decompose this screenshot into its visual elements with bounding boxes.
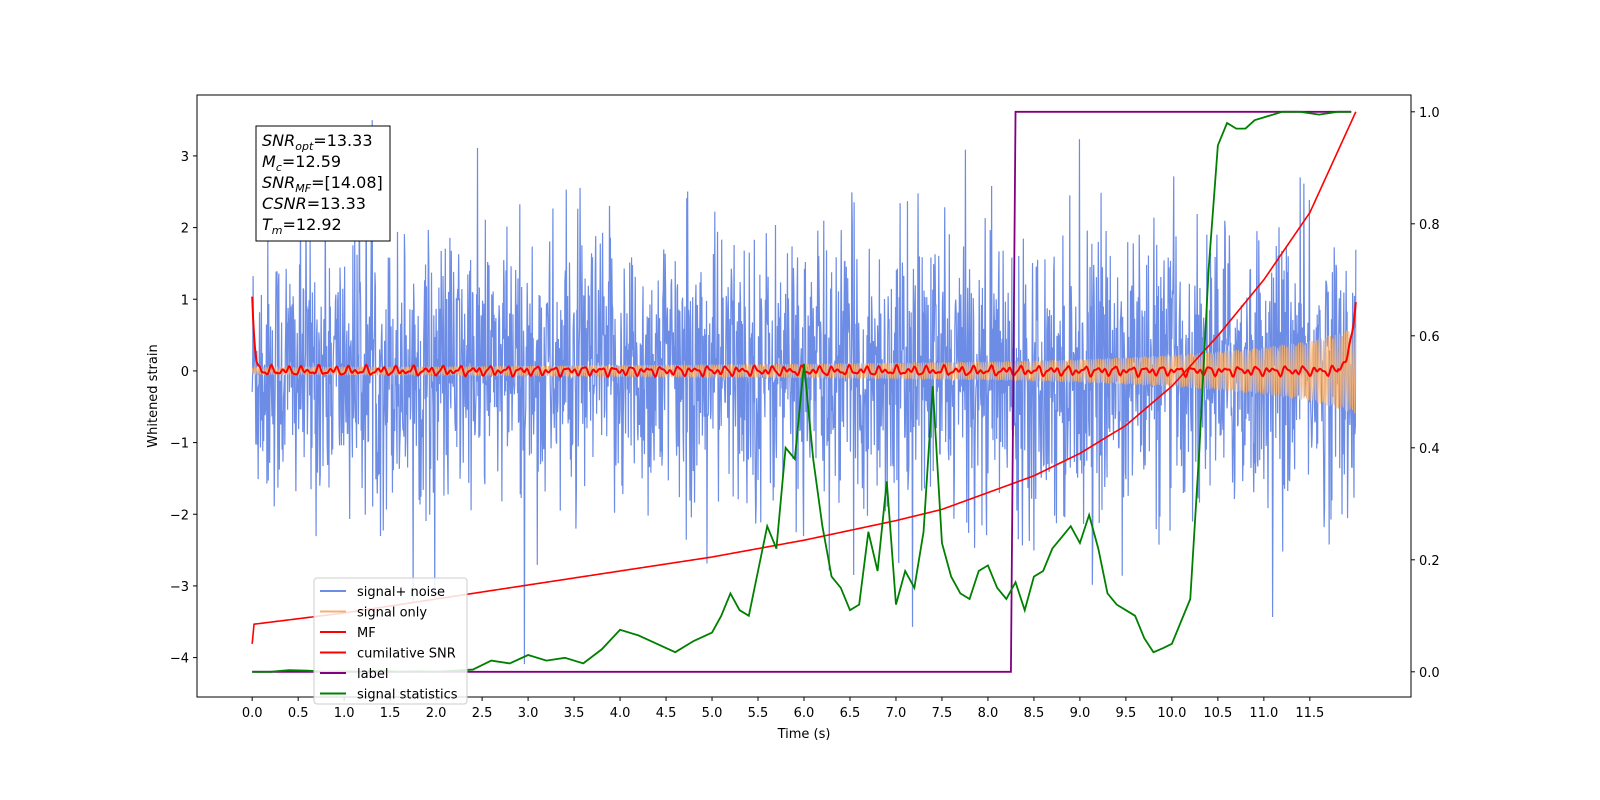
annotation-symbol: SNR bbox=[262, 173, 295, 192]
annotation-subscript: MF bbox=[295, 182, 311, 195]
y-axis-ticks: 3 2 1 0 −1 −2 −3 −4 bbox=[170, 150, 197, 667]
x-tick-label: 6.0 bbox=[794, 706, 815, 721]
annotation-subscript: c bbox=[276, 161, 282, 174]
legend-entry: cumilative SNR bbox=[357, 647, 456, 662]
annotation-frame bbox=[255, 125, 391, 242]
annotation-symbol: SNR bbox=[262, 131, 295, 150]
legend-entry: MF bbox=[357, 626, 376, 641]
annotation-line: Tm=12.92 bbox=[262, 215, 342, 237]
x-tick-label: 3.5 bbox=[564, 706, 585, 721]
legend-entry: signal only bbox=[357, 606, 427, 621]
x-tick-label: 11.0 bbox=[1249, 706, 1278, 721]
x-tick-label: 10.5 bbox=[1203, 706, 1232, 721]
y-tick-label: 3 bbox=[181, 150, 189, 165]
x-axis-ticks: 0.0 0.5 1.0 1.5 2.0 2.5 3.0 3.5 4.0 4.5 5.0 5.5 6.0 6… bbox=[242, 697, 1324, 721]
annotation-subscript: m bbox=[272, 224, 283, 237]
y-tick-label: 2 bbox=[181, 222, 189, 237]
y-tick-label: 1 bbox=[181, 293, 189, 308]
y-tick-label: −2 bbox=[170, 508, 189, 523]
x-tick-label: 0.0 bbox=[242, 706, 263, 721]
y-tick-label: −3 bbox=[170, 580, 189, 595]
x-axis-label: Time (s) bbox=[777, 727, 831, 742]
x-tick-label: 2.5 bbox=[472, 706, 493, 721]
y-tick-label: 0 bbox=[181, 365, 189, 380]
x-tick-label: 9.5 bbox=[1116, 706, 1137, 721]
y-tick-label: −1 bbox=[170, 437, 189, 452]
y-axis-label: Whitened strain bbox=[146, 344, 161, 447]
annotation-value: =13.33 bbox=[313, 131, 372, 150]
y-tick-label: −4 bbox=[170, 652, 189, 667]
annotation-value: =[14.08] bbox=[311, 173, 383, 192]
series-signal-noise bbox=[251, 120, 1357, 665]
x-tick-label: 5.5 bbox=[748, 706, 769, 721]
annotation-subscript: opt bbox=[295, 140, 314, 153]
annotation-symbol: M bbox=[262, 152, 276, 171]
y2-tick-label: 0.2 bbox=[1419, 554, 1440, 569]
x-tick-label: 1.5 bbox=[380, 706, 401, 721]
x-tick-label: 3.0 bbox=[518, 706, 539, 721]
annotation-symbol: CSNR bbox=[262, 194, 307, 213]
legend-frame bbox=[313, 577, 468, 705]
x-tick-label: 6.5 bbox=[840, 706, 861, 721]
x-tick-label: 8.0 bbox=[978, 706, 999, 721]
y2-tick-label: 0.4 bbox=[1419, 442, 1440, 457]
annotation-line: CSNR=13.33 bbox=[262, 194, 366, 213]
legend-entry: signal statistics bbox=[357, 688, 458, 703]
x-tick-label: 0.5 bbox=[288, 706, 309, 721]
y2-tick-label: 0.8 bbox=[1419, 218, 1440, 233]
annotation-value: =12.92 bbox=[283, 215, 342, 234]
y2-tick-label: 0.6 bbox=[1419, 330, 1440, 345]
x-tick-label: 5.0 bbox=[702, 706, 723, 721]
y2-tick-label: 0.0 bbox=[1419, 666, 1440, 681]
x-tick-label: 2.0 bbox=[426, 706, 447, 721]
x-tick-label: 4.0 bbox=[610, 706, 631, 721]
annotation-box: SNRopt=13.33Mc=12.59SNRMF=[14.08]CSNR=13… bbox=[255, 125, 391, 242]
x-tick-label: 10.0 bbox=[1157, 706, 1186, 721]
annotation-line: Mc=12.59 bbox=[262, 152, 341, 174]
y2-tick-label: 1.0 bbox=[1419, 106, 1440, 121]
y2-axis-ticks: 1.0 0.8 0.6 0.4 0.2 0.0 bbox=[1411, 106, 1440, 681]
x-tick-label: 9.0 bbox=[1070, 706, 1091, 721]
annotation-line: SNRopt=13.33 bbox=[262, 131, 373, 153]
annotation-value: =12.59 bbox=[282, 152, 341, 171]
x-tick-label: 4.5 bbox=[656, 706, 677, 721]
legend-entry: label bbox=[357, 667, 388, 682]
x-tick-label: 7.0 bbox=[886, 706, 907, 721]
x-tick-label: 11.5 bbox=[1295, 706, 1324, 721]
x-tick-label: 7.5 bbox=[932, 706, 953, 721]
legend-entry: signal+ noise bbox=[357, 585, 445, 600]
annotation-value: =13.33 bbox=[307, 194, 366, 213]
legend: signal+ noise signal only MF cumilative SNR… bbox=[313, 577, 468, 705]
x-tick-label: 8.5 bbox=[1024, 706, 1045, 721]
annotation-line: SNRMF=[14.08] bbox=[262, 173, 383, 195]
annotation-symbol: T bbox=[262, 215, 273, 234]
x-tick-label: 1.0 bbox=[334, 706, 355, 721]
series-label bbox=[252, 110, 1352, 673]
series-signal-statistics bbox=[252, 110, 1352, 673]
